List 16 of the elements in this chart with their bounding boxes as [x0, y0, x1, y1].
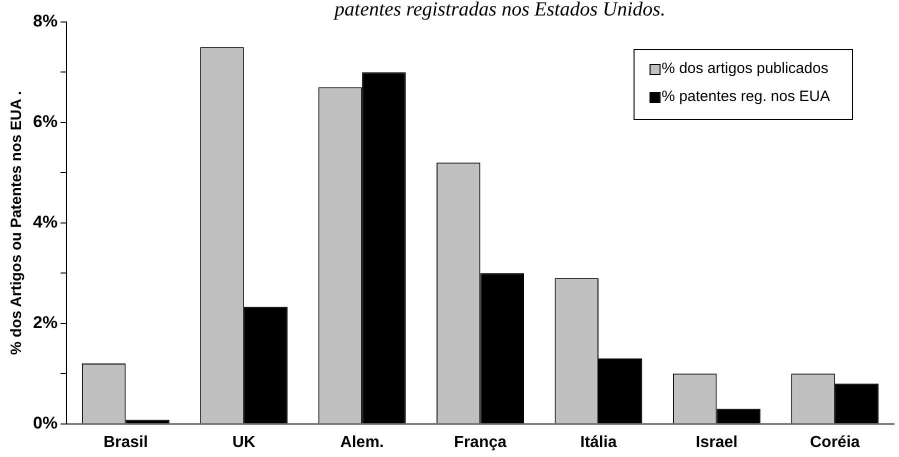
x-tick-label: Coréia	[810, 434, 860, 451]
y-tick-label: 4%	[32, 212, 58, 232]
x-tick-label: Brasil	[103, 434, 148, 451]
legend-label: % patentes reg. nos EUA	[662, 88, 830, 106]
y-tick-label: 2%	[32, 313, 58, 332]
chart-title: patentes registradas nos Estados Unidos.	[332, 0, 666, 20]
x-tick-label: Alem.	[340, 434, 384, 451]
x-tick-label: França	[454, 434, 507, 451]
legend-label: % dos artigos publicados	[662, 60, 828, 78]
y-axis-title: % dos Artigos ou Patentes nos EUA .	[8, 90, 26, 355]
x-tick-label: Israel	[696, 434, 738, 451]
y-tick-label: 6%	[32, 112, 58, 132]
y-tick-label: 0%	[32, 413, 58, 432]
x-tick-label: Itália	[580, 434, 617, 451]
y-tick-label: 8%	[32, 12, 58, 31]
x-tick-label: UK	[232, 434, 256, 451]
